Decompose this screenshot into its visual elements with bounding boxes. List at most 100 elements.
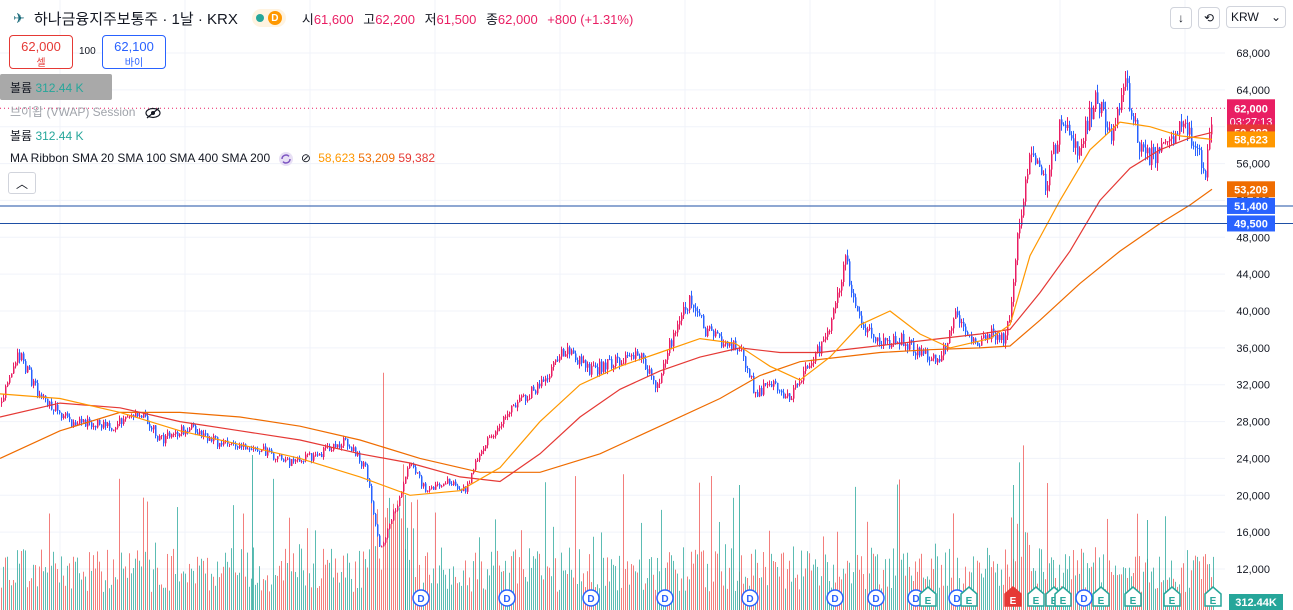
- volume-bar: [149, 559, 150, 610]
- candle-body: [1095, 92, 1097, 108]
- volume-bar: [605, 585, 606, 610]
- volume-bar: [1193, 560, 1194, 610]
- volume-bar: [479, 537, 480, 610]
- candle-body: [609, 359, 611, 361]
- vwap-legend[interactable]: 브이왑 (VWAP) Session: [10, 103, 161, 120]
- download-button[interactable]: ↓: [1170, 7, 1192, 29]
- volume-bar: [223, 566, 224, 610]
- volume-bar: [105, 580, 106, 610]
- volume-bar: [945, 552, 946, 610]
- candle-body: [335, 443, 337, 448]
- volume-bar: [843, 568, 844, 610]
- volume-bar: [943, 585, 944, 610]
- candle-body: [373, 501, 375, 515]
- volume-bar: [541, 575, 542, 610]
- buy-button[interactable]: 62,100 바이: [102, 35, 166, 69]
- candle-body: [299, 457, 301, 462]
- volume-bar: [317, 587, 318, 610]
- volume-bar: [501, 571, 502, 610]
- volume-bar: [359, 550, 360, 610]
- candle-body: [169, 432, 171, 438]
- volume-bar: [849, 562, 850, 610]
- candle-body: [663, 363, 665, 374]
- candle-body: [833, 308, 835, 319]
- volume-bar: [145, 551, 146, 610]
- candle-body: [825, 336, 827, 340]
- candle-body: [1043, 173, 1045, 175]
- volume-bar: [723, 585, 724, 610]
- sell-button[interactable]: 62,000 셀: [9, 35, 73, 69]
- candle-body: [547, 378, 549, 380]
- volume-legend[interactable]: 볼륨 312.44 K: [10, 127, 83, 144]
- candle-body: [343, 438, 345, 446]
- volume-bar: [949, 548, 950, 610]
- candle-body: [383, 542, 385, 547]
- candle-body: [611, 359, 613, 368]
- volume-bar: [1007, 564, 1008, 610]
- candle-body: [129, 416, 131, 418]
- volume-bar: [217, 561, 218, 610]
- candle-body: [443, 483, 445, 487]
- volume-bar: [751, 553, 752, 610]
- candle-body: [195, 425, 197, 433]
- candle-body: [781, 390, 783, 393]
- volume-bar: [159, 584, 160, 610]
- candle-body: [197, 432, 199, 435]
- volume-bar: [1005, 549, 1006, 610]
- dividend-marker-label: D: [417, 594, 424, 605]
- countdown-tag: 03:27:13: [1230, 116, 1273, 128]
- candle-body: [803, 371, 805, 381]
- earnings-marker: [960, 586, 978, 607]
- candle-body: [1183, 123, 1185, 127]
- candle-body: [171, 434, 173, 438]
- volume-bar: [1065, 554, 1066, 610]
- candle-body: [1179, 121, 1181, 135]
- candle-body: [291, 459, 293, 466]
- volume-bar: [1077, 560, 1078, 610]
- volume-bar: [999, 585, 1000, 610]
- candle-body: [597, 367, 599, 375]
- candle-body: [605, 362, 607, 370]
- volume-bar: [805, 568, 806, 610]
- earnings-marker-label: E: [1010, 596, 1017, 607]
- refresh-icon[interactable]: [278, 151, 294, 167]
- volume-bar: [301, 548, 302, 610]
- candle-body: [563, 349, 565, 357]
- candle-body: [855, 297, 857, 306]
- volume-bar: [649, 559, 650, 610]
- volume-bar: [483, 588, 484, 610]
- volume-bar: [125, 566, 126, 610]
- hidden-eye-icon[interactable]: [145, 107, 161, 119]
- candle-body: [295, 460, 297, 462]
- tooltip-volume-legend[interactable]: 볼륨 312.44 K: [10, 79, 83, 96]
- candle-body: [177, 432, 179, 437]
- candle-body: [1189, 127, 1191, 135]
- candle-body: [399, 497, 401, 506]
- candle-body: [955, 311, 957, 319]
- symbol-title[interactable]: 하나금융지주보통주 · 1날 · KRX: [34, 10, 238, 28]
- volume-bar: [1069, 556, 1070, 610]
- ma-settings-icon[interactable]: ⊘: [300, 151, 311, 166]
- volume-bar: [1161, 582, 1162, 610]
- volume-bar: [1015, 561, 1016, 610]
- ma-ribbon-legend[interactable]: MA Ribbon SMA 20 SMA 100 SMA 400 SMA 200…: [10, 151, 435, 167]
- candle-body: [957, 311, 959, 316]
- candle-body: [413, 463, 415, 468]
- volume-bar: [267, 575, 268, 610]
- currency-select[interactable]: KRW ⌄: [1226, 6, 1286, 28]
- candle-body: [599, 361, 601, 375]
- market-status[interactable]: D: [251, 9, 286, 27]
- candle-body: [683, 306, 685, 316]
- candle-body: [593, 365, 595, 367]
- fullscreen-button[interactable]: ⟲: [1198, 7, 1220, 29]
- volume-bar: [331, 548, 332, 610]
- candle-body: [1187, 122, 1189, 135]
- volume-bar: [351, 578, 352, 610]
- candle-body: [535, 390, 537, 394]
- volume-bar: [573, 577, 574, 610]
- collapse-legend-button[interactable]: ︿: [8, 172, 36, 194]
- candle-body: [351, 447, 353, 452]
- candle-body: [277, 456, 279, 460]
- volume-bar: [163, 587, 164, 610]
